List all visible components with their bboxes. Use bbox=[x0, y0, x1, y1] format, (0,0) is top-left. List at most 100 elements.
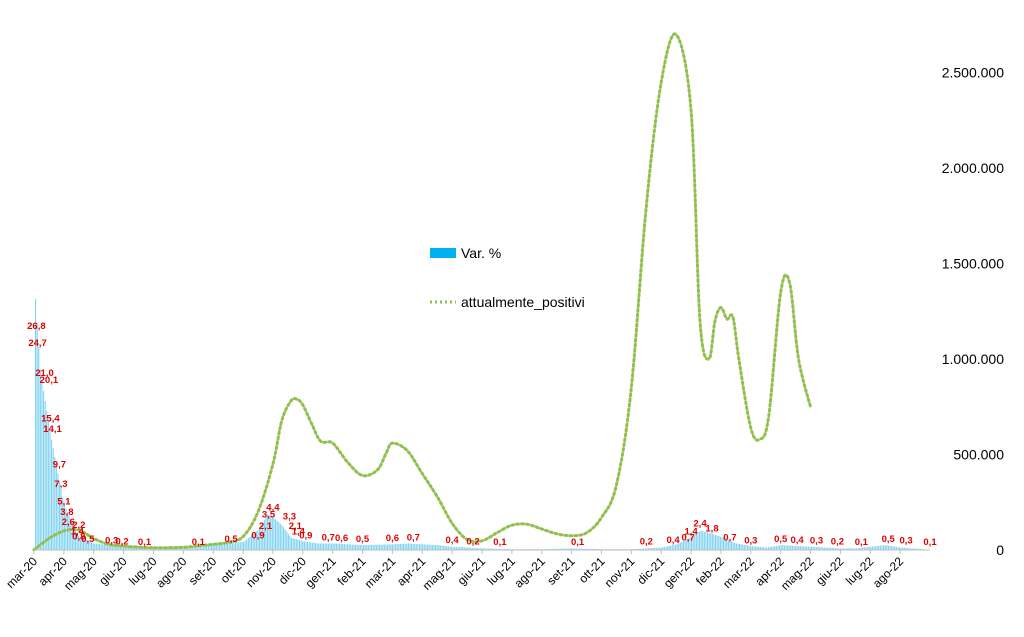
var-pct-bar bbox=[211, 544, 213, 550]
var-pct-bar bbox=[414, 543, 416, 550]
var-pct-bar bbox=[697, 532, 699, 550]
var-pct-bar bbox=[36, 323, 38, 550]
var-pct-bar bbox=[500, 548, 502, 550]
var-pct-bar bbox=[81, 538, 83, 550]
var-pct-bar bbox=[323, 543, 325, 550]
data-label: 0,5 bbox=[882, 534, 896, 545]
var-pct-bar bbox=[123, 546, 125, 550]
data-label: 0,4 bbox=[666, 535, 680, 546]
var-pct-bar bbox=[489, 548, 491, 550]
var-pct-bar bbox=[265, 517, 267, 550]
var-pct-bar bbox=[567, 548, 569, 550]
var-pct-bar bbox=[468, 547, 470, 550]
data-label: 0,3 bbox=[899, 536, 912, 547]
var-pct-bar bbox=[438, 545, 440, 550]
var-pct-bar bbox=[871, 546, 873, 550]
var-pct-bar bbox=[110, 545, 112, 550]
var-pct-bar bbox=[284, 529, 286, 550]
var-pct-bar bbox=[281, 525, 283, 550]
var-pct-bar bbox=[777, 545, 779, 550]
var-pct-bar bbox=[326, 543, 328, 550]
data-label: 0,9 bbox=[251, 531, 264, 542]
var-pct-bar bbox=[673, 544, 675, 550]
var-pct-bar bbox=[783, 545, 785, 550]
var-pct-bar bbox=[252, 534, 254, 550]
var-pct-bar bbox=[718, 536, 720, 550]
var-pct-bar bbox=[47, 421, 49, 550]
var-pct-bar bbox=[790, 545, 792, 550]
data-label: 0,1 bbox=[138, 537, 152, 548]
var-pct-bar bbox=[321, 543, 323, 550]
data-label: 0,4 bbox=[790, 535, 804, 546]
var-pct-bar bbox=[860, 547, 862, 550]
var-pct-bar bbox=[430, 544, 432, 550]
var-pct-bar bbox=[246, 539, 248, 550]
var-pct-bar bbox=[495, 548, 497, 550]
x-tick-label: giu-22 bbox=[813, 554, 847, 588]
var-pct-bar bbox=[878, 545, 880, 550]
var-pct-bar bbox=[582, 548, 584, 550]
var-pct-bar bbox=[803, 546, 805, 550]
var-pct-bar bbox=[403, 543, 405, 550]
var-pct-bar bbox=[318, 543, 320, 550]
data-labels: 26,824,721,020,115,414,19,77,35,13,82,62… bbox=[27, 321, 937, 548]
var-pct-bar bbox=[836, 548, 838, 550]
var-pct-bar bbox=[340, 544, 342, 550]
data-label: 0,7 bbox=[407, 532, 420, 543]
var-pct-bar bbox=[374, 544, 376, 550]
var-pct-bar bbox=[177, 548, 179, 550]
var-pct-bar bbox=[646, 548, 648, 550]
var-pct-bar bbox=[195, 546, 197, 550]
var-pct-bar bbox=[412, 543, 414, 550]
var-pct-bar bbox=[887, 545, 889, 550]
data-label: 0,3 bbox=[744, 536, 757, 547]
var-pct-bar bbox=[467, 547, 469, 550]
var-pct-bar bbox=[907, 548, 909, 550]
var-pct-bar bbox=[91, 542, 93, 550]
var-pct-bar bbox=[435, 545, 437, 550]
var-pct-bar bbox=[766, 547, 768, 550]
var-pct-bar bbox=[913, 548, 915, 550]
data-label: 0,2 bbox=[831, 536, 844, 547]
var-pct-bar bbox=[484, 548, 486, 550]
var-pct-bar bbox=[436, 545, 438, 550]
var-pct-bar bbox=[206, 545, 208, 550]
var-pct-bar bbox=[39, 369, 41, 550]
var-pct-bar bbox=[758, 546, 760, 550]
var-pct-bar bbox=[303, 541, 305, 550]
var-pct-bar bbox=[691, 537, 693, 550]
var-pct-bar bbox=[806, 546, 808, 550]
var-pct-bar bbox=[476, 548, 478, 550]
var-pct-bar bbox=[486, 548, 488, 550]
var-pct-bar bbox=[363, 545, 365, 550]
var-pct-bar bbox=[380, 544, 382, 550]
var-pct-bar bbox=[763, 547, 765, 550]
var-pct-bar bbox=[227, 543, 229, 550]
var-pct-bar bbox=[862, 547, 864, 550]
var-pct-bar bbox=[475, 548, 477, 550]
var-pct-bar bbox=[243, 541, 245, 550]
var-pct-bar bbox=[358, 544, 360, 550]
var-pct-bar bbox=[556, 548, 558, 550]
var-pct-bar bbox=[747, 545, 749, 550]
y-tick-label: 2.000.000 bbox=[942, 160, 1004, 176]
var-pct-bar bbox=[283, 527, 285, 550]
var-pct-bar bbox=[793, 545, 795, 550]
var-pct-bar bbox=[742, 544, 744, 550]
var-pct-bar bbox=[348, 544, 350, 550]
var-pct-bar bbox=[345, 544, 347, 550]
var-pct-bar bbox=[865, 547, 867, 550]
var-pct-bar bbox=[559, 548, 561, 550]
var-pct-bar bbox=[703, 531, 705, 550]
var-pct-bar bbox=[327, 543, 329, 550]
var-pct-bar bbox=[588, 548, 590, 550]
var-pct-bar bbox=[399, 543, 401, 550]
var-pct-bar bbox=[839, 548, 841, 550]
var-pct-bar bbox=[215, 544, 217, 550]
var-pct-bar bbox=[257, 530, 259, 550]
var-pct-bar bbox=[222, 543, 224, 550]
data-label: 0,1 bbox=[923, 537, 937, 548]
var-pct-bar bbox=[844, 548, 846, 550]
var-pct-bar bbox=[681, 541, 683, 550]
